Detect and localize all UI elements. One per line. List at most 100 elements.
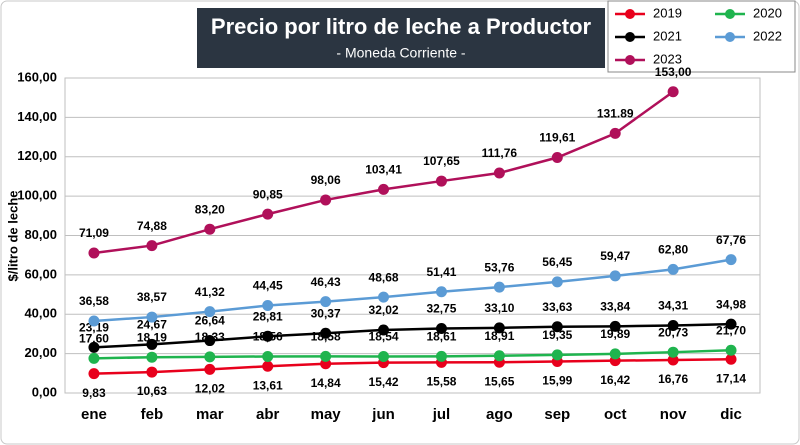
data-label: 51,41: [426, 265, 456, 279]
x-tick-label: oct: [604, 406, 627, 423]
data-label: 18,19: [137, 330, 167, 344]
data-label: 34,31: [658, 299, 688, 313]
data-label: 153,00: [655, 65, 692, 79]
legend-marker: [725, 9, 735, 19]
data-label: 56,45: [542, 255, 572, 269]
series-line: [93, 258, 732, 323]
point: [725, 254, 737, 266]
point: [378, 324, 390, 336]
data-label: 18,61: [426, 330, 456, 344]
point: [88, 352, 100, 364]
point: [88, 341, 100, 353]
legend-label: 2022: [753, 28, 782, 43]
x-tick-label: nov: [660, 406, 687, 423]
x-tick-label: mar: [196, 406, 224, 423]
y-tick-label: 20,00: [24, 345, 57, 360]
point: [204, 223, 216, 235]
point: [667, 346, 679, 358]
data-label: 53,76: [484, 260, 514, 274]
point: [609, 127, 621, 139]
point: [551, 152, 563, 164]
data-label: 16,42: [600, 373, 630, 387]
point: [493, 167, 505, 179]
point: [435, 175, 447, 187]
point: [146, 311, 158, 323]
data-label: 36,58: [79, 294, 109, 308]
point: [493, 322, 505, 334]
y-tick-label: 60,00: [24, 266, 57, 281]
data-label: 131.89: [597, 107, 634, 121]
y-axis-label: $/litro de leche: [5, 190, 20, 281]
data-label: 9,83: [82, 386, 106, 400]
legend-label: 2019: [653, 5, 682, 20]
data-label: 18,54: [369, 330, 399, 344]
data-label: 98,06: [311, 173, 341, 187]
data-label: 30,37: [311, 306, 341, 320]
data-label: 17,14: [716, 371, 746, 385]
point: [320, 327, 332, 339]
data-label: 38,57: [137, 290, 167, 304]
data-label: 44,45: [253, 279, 283, 293]
data-label: 15,58: [426, 374, 456, 388]
y-tick-label: 100,00: [17, 188, 57, 203]
point: [435, 323, 447, 335]
point: [262, 299, 274, 311]
point: [320, 296, 332, 308]
point: [609, 270, 621, 282]
data-label: 20,73: [658, 325, 688, 339]
data-label: 33,10: [484, 301, 514, 315]
x-tick-label: dic: [720, 406, 742, 423]
point: [88, 368, 100, 380]
point: [204, 306, 216, 318]
x-tick-label: jun: [371, 406, 395, 423]
point: [204, 335, 216, 347]
data-label: 21,70: [716, 323, 746, 337]
data-label: 74,88: [137, 219, 167, 233]
point: [146, 240, 158, 252]
data-label: 111,76: [482, 146, 518, 160]
point: [667, 319, 679, 331]
data-label: 23,19: [79, 321, 109, 335]
data-label: 83,20: [195, 202, 225, 216]
point: [551, 321, 563, 333]
y-tick-label: 140,00: [17, 109, 57, 124]
data-label: 15,99: [542, 374, 572, 388]
legend-marker: [625, 9, 635, 19]
data-label: 32,02: [369, 303, 399, 317]
data-label: 59,47: [600, 249, 630, 263]
data-label: 24,67: [137, 318, 167, 332]
data-label: 19,35: [542, 328, 572, 342]
x-tick-label: feb: [141, 406, 164, 423]
legend-label: 2023: [653, 51, 682, 66]
point: [262, 360, 274, 372]
data-label: 90,85: [253, 187, 283, 201]
title-box: [197, 8, 605, 68]
data-label: 15,65: [484, 374, 514, 388]
data-label: 34,98: [716, 297, 746, 311]
data-label: 19,89: [600, 327, 630, 341]
point: [667, 354, 679, 366]
data-label: 13,61: [253, 378, 283, 392]
data-label: 16,76: [658, 372, 688, 386]
legend-marker: [625, 32, 635, 42]
x-tick-label: abr: [256, 406, 280, 423]
data-label: 10,63: [137, 384, 167, 398]
data-label: 15,42: [369, 375, 399, 389]
chart-title: Precio por litro de leche a Productor: [211, 14, 592, 39]
point: [204, 363, 216, 375]
legend-marker: [725, 32, 735, 42]
x-tick-label: sep: [544, 406, 570, 423]
x-tick-label: ene: [81, 406, 107, 423]
data-label: 107,65: [423, 154, 460, 168]
data-label: 46,43: [311, 275, 341, 289]
point: [146, 338, 158, 350]
y-tick-label: 160,00: [17, 69, 57, 84]
series-line: [93, 358, 732, 375]
point: [609, 320, 621, 332]
legend-marker: [625, 55, 635, 65]
data-label: 28,81: [253, 309, 283, 323]
point: [262, 208, 274, 220]
data-label: 33,84: [600, 300, 630, 314]
